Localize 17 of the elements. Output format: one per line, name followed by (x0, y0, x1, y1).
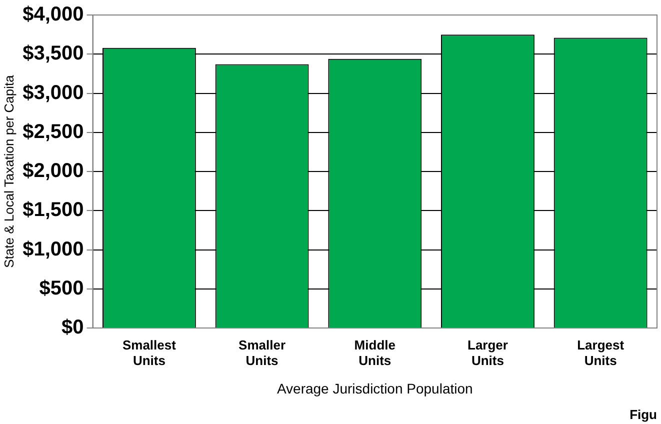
x-tick-label: Middle Units (354, 337, 396, 368)
y-tick-label: $1,500 (22, 199, 84, 222)
y-tick-label: $2,000 (22, 160, 84, 182)
y-tick-label: $500 (39, 277, 84, 300)
x-tick-label: Smallest Units (122, 337, 177, 368)
y-tick-label: $0 (62, 316, 84, 339)
x-tick-label: Smaller Units (238, 337, 286, 368)
y-axis-title: State & Local Taxation per Capita (1, 74, 16, 268)
y-tick-label: $3,500 (22, 42, 84, 65)
y-tick-label: $3,000 (22, 82, 84, 104)
y-tick-label: $1,000 (22, 238, 84, 260)
y-tick-label: $2,500 (22, 120, 84, 143)
x-tick-label: Largest Units (577, 337, 625, 368)
text: Figu (630, 407, 657, 422)
x-tick-label: Larger Units (467, 337, 508, 368)
x-axis-title: Average Jurisdiction Population (276, 380, 473, 396)
y-tick-label: $4,000 (22, 4, 84, 26)
